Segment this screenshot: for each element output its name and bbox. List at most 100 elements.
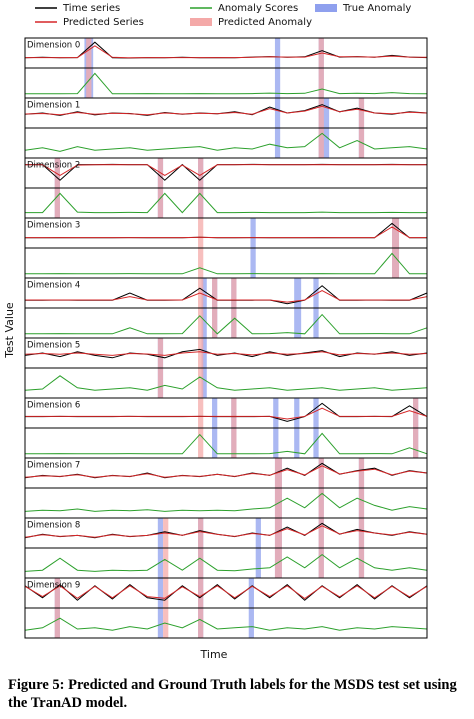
anomaly-region — [198, 338, 204, 368]
series-line — [25, 164, 427, 176]
panel-frame — [24, 487, 428, 519]
anomaly-region — [198, 518, 204, 548]
series-line — [25, 407, 428, 420]
anomaly-region — [318, 68, 324, 98]
anomaly-region — [157, 338, 164, 368]
anomaly-region — [358, 488, 365, 518]
legend-swatch — [190, 18, 212, 26]
series-line — [24, 585, 428, 600]
anomaly-region — [231, 398, 237, 428]
panel-title: Dimension 9 — [27, 581, 80, 591]
anomaly-region — [198, 428, 204, 458]
panel-title: Dimension 8 — [27, 521, 80, 531]
anomaly-region — [198, 368, 204, 398]
anomaly-region — [201, 368, 207, 398]
anomaly-region — [54, 608, 60, 638]
series-line — [25, 285, 428, 305]
series-line — [25, 313, 428, 335]
series-line — [25, 45, 428, 59]
legend-label: True Anomaly — [342, 3, 411, 14]
x-axis-label: Time — [200, 648, 228, 661]
anomaly-region — [163, 548, 169, 578]
legend-label: Predicted Anomaly — [218, 17, 312, 28]
anomaly-region — [294, 278, 302, 308]
anomaly-region — [54, 158, 60, 188]
anomaly-region — [212, 278, 218, 308]
anomaly-region — [318, 518, 324, 548]
series-line — [25, 290, 428, 303]
anomaly-region — [198, 158, 204, 188]
anomaly-region — [294, 398, 300, 428]
panel-title: Dimension 0 — [27, 41, 80, 51]
panel-title: Dimension 3 — [27, 221, 80, 231]
anomaly-region — [157, 578, 164, 608]
panel-frame — [24, 367, 428, 399]
anomaly-region — [231, 278, 237, 308]
panel-frame — [24, 157, 428, 189]
panel-title: Dimension 6 — [27, 401, 80, 411]
anomaly-region — [198, 218, 204, 248]
anomaly-region — [318, 128, 324, 158]
anomaly-region — [274, 518, 282, 548]
series-line — [25, 226, 427, 239]
series-line — [25, 163, 427, 181]
panel-title: Dimension 7 — [27, 461, 80, 471]
series-line — [25, 192, 427, 214]
anomaly-region — [248, 608, 254, 638]
anomaly-region — [212, 428, 218, 458]
panel-title: Dimension 1 — [27, 101, 80, 111]
anomaly-region — [201, 308, 207, 338]
anomaly-region — [273, 428, 279, 458]
series-line — [24, 525, 428, 538]
anomaly-region — [274, 548, 282, 578]
panel-frame — [24, 127, 428, 159]
anomaly-region — [358, 548, 365, 578]
panel-frame — [24, 397, 428, 429]
anomaly-region — [313, 308, 319, 338]
legend-swatch — [315, 4, 337, 12]
anomaly-region — [250, 248, 256, 278]
anomaly-region — [273, 398, 279, 428]
anomaly-region — [274, 38, 281, 68]
anomaly-region — [358, 458, 365, 488]
anomaly-region — [212, 398, 218, 428]
panel-title: Dimension 2 — [27, 161, 80, 171]
anomaly-region — [318, 128, 330, 158]
anomaly-region — [255, 548, 261, 578]
series-line — [24, 351, 428, 356]
anomaly-region — [318, 458, 324, 488]
anomaly-region — [198, 548, 204, 578]
series-line — [24, 375, 428, 391]
anomaly-region — [250, 218, 256, 248]
anomaly-region — [294, 428, 300, 458]
anomaly-region — [313, 278, 319, 308]
anomaly-region — [198, 188, 204, 218]
panel-frame — [24, 277, 428, 309]
panel-frame — [24, 217, 428, 249]
anomaly-region — [157, 548, 164, 578]
anomaly-region — [318, 98, 330, 128]
anomaly-region — [198, 248, 204, 278]
series-line — [25, 402, 428, 422]
panel-frame — [24, 187, 428, 219]
panel-title: Dimension 4 — [27, 281, 80, 291]
caption: Figure 5: Predicted and Ground Truth lab… — [8, 677, 457, 711]
series-line — [24, 465, 428, 478]
panel-title: Dimension 5 — [27, 341, 80, 351]
legend-label: Predicted Series — [63, 17, 144, 28]
anomaly-region — [274, 68, 281, 98]
anomaly-region — [274, 458, 282, 488]
legend-label: Time series — [62, 3, 120, 14]
anomaly-region — [54, 578, 60, 608]
anomaly-region — [358, 98, 365, 128]
series-line — [24, 105, 428, 116]
anomaly-region — [198, 308, 204, 338]
panel-frame — [24, 457, 428, 489]
anomaly-region — [231, 308, 237, 338]
anomaly-region — [358, 518, 365, 548]
series-line — [24, 132, 428, 152]
anomaly-region — [413, 428, 419, 458]
anomaly-region — [157, 368, 164, 398]
series-line — [24, 104, 428, 116]
